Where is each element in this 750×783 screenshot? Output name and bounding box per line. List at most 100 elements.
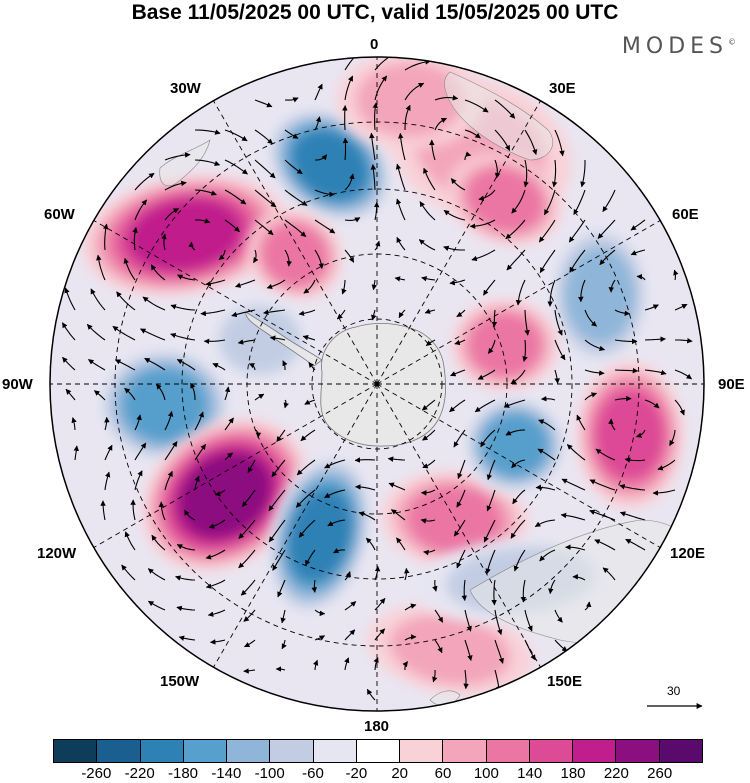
wind-arrow	[344, 217, 361, 223]
negative-anomaly	[463, 396, 567, 494]
wind-arrow	[584, 309, 598, 327]
wind-arrow	[164, 152, 191, 161]
wind-arrow	[344, 249, 355, 263]
wind-arrow	[314, 249, 324, 270]
wind-arrow	[543, 189, 556, 216]
meridian-line	[376, 100, 541, 385]
wind-arrow	[254, 129, 274, 145]
wind-arrow	[142, 296, 166, 311]
wind-arrow	[494, 159, 501, 179]
wind-arrow	[284, 129, 299, 139]
meridian-line	[213, 383, 378, 668]
anomaly-contour	[292, 129, 368, 201]
wind-arrow	[333, 547, 346, 554]
anomaly-contour	[122, 367, 208, 443]
wind-arrow	[636, 273, 646, 281]
wind-arrow	[510, 369, 526, 385]
wind-arrow	[602, 189, 616, 213]
colorbar-swatch	[486, 740, 530, 762]
wind-arrow	[344, 601, 357, 611]
wind-arrow	[483, 519, 496, 543]
colorbar-swatch	[659, 740, 702, 762]
wind-arrow	[240, 579, 256, 596]
wind-arrow	[487, 339, 496, 354]
wind-arrow	[308, 361, 316, 371]
wind-arrow	[247, 459, 256, 473]
wind-arrow	[511, 189, 526, 214]
colorbar-tick-label: 260	[647, 765, 673, 782]
wind-arrow	[370, 164, 377, 191]
wind-arrow	[491, 579, 497, 606]
wind-arrow	[295, 489, 316, 508]
colorbar-tick-label: 60	[434, 765, 452, 782]
wind-arrow	[86, 323, 106, 341]
wind-arrow	[404, 104, 411, 131]
anomaly-contour	[287, 488, 353, 582]
wind-arrow	[565, 544, 586, 551]
wind-arrow	[112, 325, 136, 341]
wind-arrow	[450, 178, 466, 191]
wind-arrow	[374, 240, 381, 251]
wind-arrow	[619, 511, 646, 521]
wind-arrow	[652, 489, 676, 496]
wind-arrow	[566, 444, 586, 461]
wind-arrow	[315, 154, 328, 161]
wind-arrow	[524, 129, 538, 156]
wind-arrow	[485, 549, 496, 575]
positive-anomaly	[142, 418, 308, 572]
wind-arrow	[238, 549, 256, 569]
wind-arrow	[327, 519, 346, 527]
wind-arrow	[100, 500, 106, 521]
wind-arrow	[453, 519, 466, 537]
wind-arrow	[281, 639, 287, 650]
wind-arrow	[614, 367, 639, 374]
wind-arrow	[374, 597, 386, 611]
wind-arrow	[224, 386, 231, 401]
wind-arrow	[254, 189, 277, 208]
wind-arrow	[71, 417, 77, 431]
wind-arrow	[271, 459, 286, 478]
wind-arrow	[594, 539, 616, 551]
colorbar-tick-label: 180	[560, 765, 586, 782]
lon-label-0: 0	[370, 36, 379, 53]
wind-arrow	[494, 609, 503, 636]
wind-arrow	[624, 457, 646, 463]
wind-arrow	[432, 669, 438, 683]
wind-arrow	[344, 75, 354, 101]
wind-arrow	[404, 567, 410, 581]
wind-arrow	[483, 279, 496, 296]
wind-arrow	[344, 173, 355, 191]
wind-arrow	[147, 568, 166, 581]
wind-arrow	[144, 357, 166, 371]
wind-arrow	[524, 639, 536, 661]
wind-arrow	[425, 339, 436, 347]
colorbar-swatch	[400, 740, 444, 762]
wind-arrow	[269, 335, 286, 341]
wind-arrow	[644, 336, 666, 342]
wind-arrow	[209, 639, 226, 645]
wind-arrow	[505, 219, 526, 240]
wind-arrow	[358, 511, 376, 521]
wind-arrow	[244, 639, 256, 648]
colorbar-tick-label: 100	[473, 765, 499, 782]
wind-arrow	[123, 257, 136, 281]
wind-arrow	[104, 416, 110, 431]
colorbar-tick-label: 20	[391, 765, 408, 782]
wind-arrow	[456, 489, 466, 508]
wind-arrow	[469, 219, 496, 229]
wind-arrow	[164, 470, 173, 491]
wind-arrow	[534, 519, 556, 528]
wind-arrow	[576, 414, 586, 431]
wind-arrow	[608, 279, 616, 293]
wind-arrow	[578, 279, 586, 303]
wind-arrow	[675, 337, 693, 344]
wind-arrow	[344, 629, 356, 641]
wind-arrow	[554, 369, 560, 384]
meridian-line	[93, 220, 378, 385]
wind-arrow	[298, 309, 316, 317]
wind-arrow	[104, 471, 111, 491]
wind-arrow	[464, 609, 472, 632]
wind-arrow	[224, 159, 248, 175]
colorbar-tick-label: -180	[167, 765, 199, 782]
wind-arrow	[212, 363, 226, 371]
